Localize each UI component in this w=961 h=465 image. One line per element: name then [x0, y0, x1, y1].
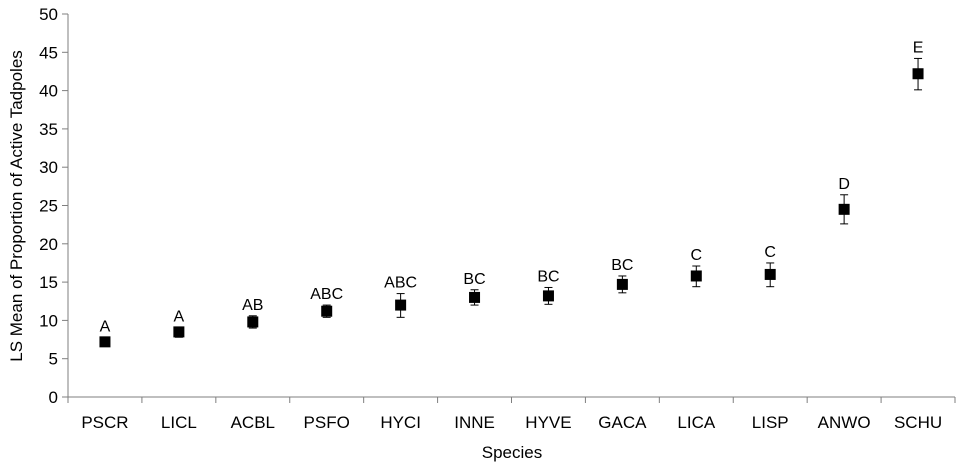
- group-label: ABC: [384, 275, 417, 292]
- group-label: C: [764, 244, 776, 261]
- x-axis-title: Species: [482, 443, 542, 462]
- data-point: [838, 203, 850, 215]
- y-tick-label: 40: [39, 82, 58, 101]
- y-tick-label: 50: [39, 5, 58, 24]
- data-point: [247, 316, 259, 328]
- y-tick-label: 35: [39, 120, 58, 139]
- x-tick-label: GACA: [598, 413, 647, 432]
- data-point: [395, 299, 407, 311]
- data-point: [690, 270, 702, 282]
- x-tick-label: HYCI: [380, 413, 421, 432]
- data-point: [469, 291, 481, 303]
- data-point: [99, 336, 111, 348]
- y-tick-label: 10: [39, 311, 58, 330]
- y-tick-label: 45: [39, 43, 58, 62]
- x-tick-label: PSCR: [81, 413, 128, 432]
- y-tick-label: 30: [39, 158, 58, 177]
- y-tick-label: 20: [39, 235, 58, 254]
- group-label: A: [174, 308, 185, 325]
- x-tick-label: INNE: [454, 413, 495, 432]
- data-point: [616, 278, 628, 290]
- group-label: A: [100, 318, 111, 335]
- group-label: D: [838, 176, 850, 193]
- x-tick-label: LICA: [677, 413, 715, 432]
- group-label: E: [913, 39, 924, 56]
- x-tick-label: ANWO: [818, 413, 871, 432]
- y-axis: 0 5 10 15 20 25 30 35 40 45 50: [39, 5, 69, 407]
- group-label: C: [691, 247, 703, 264]
- x-tick-label: ACBL: [231, 413, 275, 432]
- data-point: [321, 305, 333, 317]
- group-label: BC: [463, 271, 485, 288]
- x-tick-label: SCHU: [894, 413, 942, 432]
- x-axis: PSCR LICL ACBL PSFO HYCI INNE HYVE GACA LICA LISP…: [67, 396, 956, 432]
- x-tick-label: LISP: [752, 413, 789, 432]
- group-label: ABC: [310, 286, 343, 303]
- y-axis-title: LS Mean of Proportion of Active Tadpoles: [7, 50, 26, 362]
- x-tick-label: LICL: [161, 413, 197, 432]
- y-tick-label: 0: [49, 388, 58, 407]
- data-point: [542, 290, 554, 302]
- x-tick-label: HYVE: [525, 413, 571, 432]
- y-tick-label: 5: [49, 350, 58, 369]
- data-point: [912, 68, 924, 80]
- y-tick-label: 25: [39, 197, 58, 216]
- x-tick-label: PSFO: [304, 413, 350, 432]
- data-point: [764, 268, 776, 280]
- group-label: AB: [242, 297, 263, 314]
- group-label: BC: [611, 257, 633, 274]
- data-point: [173, 326, 185, 338]
- y-tick-label: 15: [39, 273, 58, 292]
- group-label: BC: [537, 268, 559, 285]
- data-points: A A AB ABC ABC BC BC BC C C D E: [99, 39, 924, 348]
